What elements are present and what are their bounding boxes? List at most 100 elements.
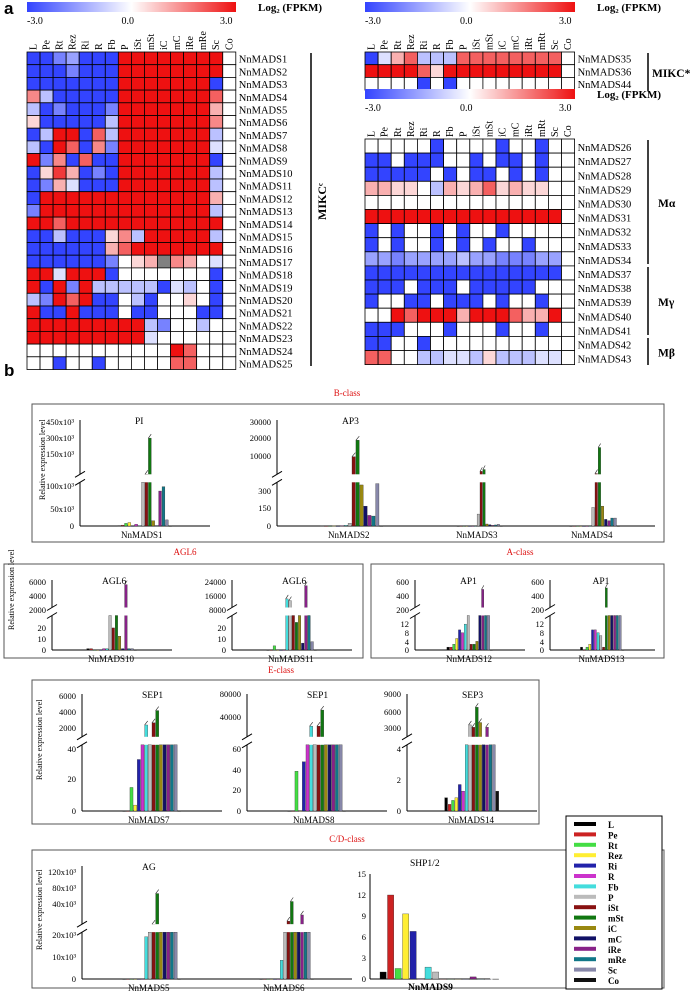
bar [158, 490, 162, 527]
bar [155, 525, 159, 527]
heatmap-cell [91, 127, 106, 142]
heatmap-cell [443, 138, 458, 154]
heatmap-cell [209, 89, 224, 104]
heatmap-cell [222, 203, 237, 218]
heatmap-cell [430, 166, 445, 182]
heatmap-cell [144, 267, 158, 281]
heatmap-cell [130, 267, 145, 281]
heatmap-cell [39, 216, 54, 231]
heatmap-cell [196, 77, 211, 91]
bar [359, 484, 364, 527]
heatmap-cell [561, 138, 576, 154]
bar [471, 525, 474, 527]
heatmap-cell [390, 350, 405, 366]
heatmap-cell [26, 102, 41, 116]
error-bar [155, 706, 159, 711]
heatmap-cell [52, 191, 67, 205]
heatmap-cell [65, 330, 80, 345]
heatmap-cell [130, 242, 145, 256]
heatmap-cell [157, 305, 171, 320]
heatmap-cell [78, 89, 93, 104]
heatmap-cell [222, 242, 237, 256]
column-label: mSt [484, 34, 495, 50]
legend-label: Pe [608, 830, 618, 840]
heatmap-cell [196, 356, 211, 370]
column-label: Rt [393, 40, 404, 50]
bar-break [594, 474, 599, 483]
scale-max: 3.0 [559, 103, 572, 114]
bar [309, 725, 313, 812]
error-bar [285, 594, 289, 600]
heatmap-cell [377, 265, 392, 281]
heatmap-cell [495, 265, 510, 281]
heatmap-cell [456, 209, 471, 225]
bar [469, 976, 477, 980]
heatmap-cell [364, 223, 379, 239]
heatmap-cell [39, 254, 54, 269]
column-label: mRt [537, 33, 548, 50]
bar [342, 810, 346, 812]
heatmap-cell [157, 64, 171, 78]
bar [466, 615, 470, 651]
heatmap-cell [222, 318, 237, 332]
heatmap-cell [65, 203, 80, 218]
bar [409, 931, 417, 980]
bar [259, 978, 263, 980]
heatmap-cell [469, 293, 484, 309]
heatmap-cell [469, 321, 484, 337]
tick-label: 10 [38, 634, 47, 644]
heatmap-cell [78, 127, 93, 142]
tick-label: 0 [72, 974, 76, 984]
heatmap-cell [91, 140, 106, 154]
bar [332, 525, 336, 527]
row-label: NnMADS2 [239, 67, 287, 78]
heatmap-cell [144, 191, 158, 205]
heatmap-cell [561, 335, 576, 351]
heatmap-cell [26, 51, 41, 66]
heatmap-cell [130, 89, 145, 104]
heatmap-cell [364, 194, 379, 210]
heatmap-cell [117, 267, 132, 281]
group-label: Mβ [658, 348, 675, 360]
panel-title: SEP1 [142, 691, 163, 701]
heatmap-cell [222, 330, 237, 345]
heatmap-cell [456, 180, 471, 196]
heatmap-cell [222, 127, 237, 142]
heatmap-cell [548, 237, 562, 253]
row-label: NnMADS31 [578, 214, 632, 225]
row-label: NnMADS14 [239, 220, 293, 231]
heatmap-cell [91, 203, 106, 218]
heatmap-cell [561, 223, 576, 239]
bar [140, 978, 145, 980]
bar [500, 525, 503, 527]
heatmap-cell [144, 77, 158, 91]
heatmap-cell [390, 194, 405, 210]
bar [151, 520, 155, 527]
heatmap-cell [117, 229, 132, 243]
heatmap-cell [117, 140, 132, 154]
heatmap-cell [469, 194, 484, 210]
axis-break [271, 478, 283, 486]
column-label: mRt [537, 120, 548, 137]
error-bar [481, 585, 485, 590]
heatmap-cell [403, 77, 418, 91]
bar [122, 978, 126, 980]
heatmap-cell [456, 152, 471, 168]
bar [269, 978, 273, 980]
bar-break [482, 474, 486, 483]
legend-label: Rt [608, 841, 618, 851]
heatmap-cell [456, 265, 471, 281]
heatmap-cell [561, 209, 576, 225]
heatmap-cell [104, 305, 119, 320]
axis-break [409, 604, 421, 611]
heatmap-cell [196, 216, 211, 231]
group-label: Mγ [658, 297, 675, 309]
column-label: iSt [471, 126, 482, 137]
bar [494, 524, 497, 527]
bar [481, 589, 484, 651]
x-label: NnMADS13 [579, 654, 626, 664]
heatmap-cell [117, 51, 132, 66]
bar [328, 525, 332, 527]
heatmap-cell [469, 279, 484, 295]
legend-label: Ri [608, 862, 617, 872]
